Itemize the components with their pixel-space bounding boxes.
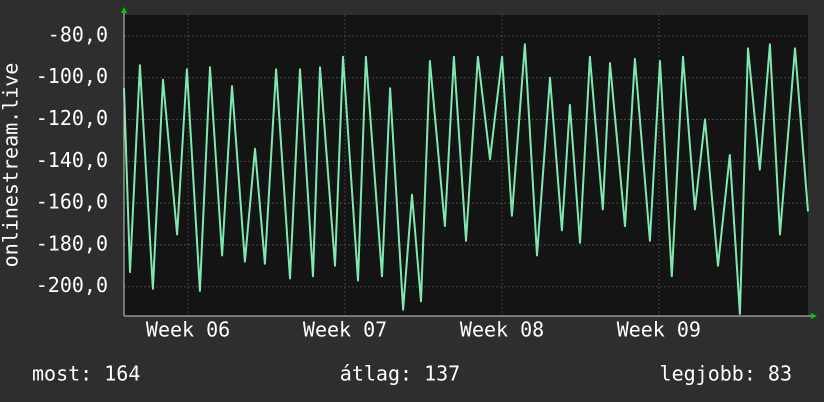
y-tick-label: -160,0 bbox=[36, 190, 108, 214]
axis-arrow bbox=[121, 7, 127, 13]
footer-current: most: 164 bbox=[32, 362, 140, 386]
x-tick-label: Week 07 bbox=[303, 318, 387, 342]
footer-average: átlag: 137 bbox=[340, 362, 460, 386]
y-tick-label: -100,0 bbox=[36, 64, 108, 88]
x-tick-label: Week 08 bbox=[460, 318, 544, 342]
y-tick-label: -120,0 bbox=[36, 106, 108, 130]
y-tick-label: -140,0 bbox=[36, 148, 108, 172]
y-axis-label: onlinestream.live bbox=[0, 63, 23, 268]
x-tick-label: Week 06 bbox=[146, 318, 230, 342]
y-tick-label: -180,0 bbox=[36, 231, 108, 255]
y-tick-label: -200,0 bbox=[36, 273, 108, 297]
footer-best: legjobb: 83 bbox=[660, 362, 792, 386]
series-line bbox=[123, 43, 809, 315]
layer bbox=[123, 15, 809, 316]
x-tick-label: Week 09 bbox=[617, 318, 701, 342]
axis-arrow bbox=[811, 313, 817, 319]
y-tick-label: -80,0 bbox=[48, 22, 108, 46]
